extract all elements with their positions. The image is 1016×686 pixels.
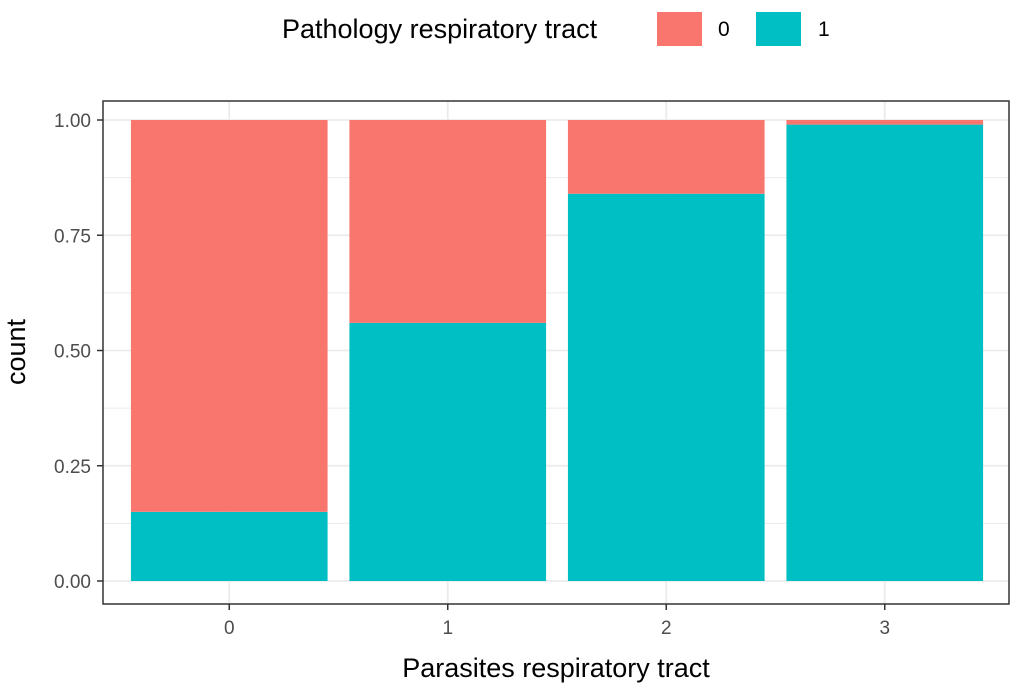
y-tick-label-3: 0.75 [54,226,91,247]
plot-panel-border [102,100,1010,605]
y-tick-label-0: 0.00 [54,572,91,593]
x-axis: 0 1 2 3 [224,604,890,639]
bar-3-series-1 [786,124,984,582]
x-axis-title: Parasites respiratory tract [402,653,710,683]
bars [130,120,984,582]
legend-label-1: 1 [818,18,830,41]
legend-title: Pathology respiratory tract [282,14,598,44]
y-axis: 0.00 0.25 0.50 0.75 1.00 [54,111,103,593]
x-tick-label-1: 1 [442,618,453,639]
y-tick-label-2: 0.50 [54,342,91,363]
bar-2-series-0 [567,120,765,194]
y-tick-label-1: 0.25 [54,457,91,478]
bar-1-series-1 [349,322,547,581]
bar-0-series-1 [130,511,328,581]
x-tick-label-0: 0 [224,618,235,639]
x-tick-label-2: 2 [661,618,672,639]
legend: Pathology respiratory tract 0 1 [282,12,830,46]
legend-swatch-0 [657,12,702,46]
bar-0-series-0 [130,120,328,512]
y-tick-label-4: 1.00 [54,111,91,132]
y-axis-title: count [1,318,31,385]
legend-swatch-1 [756,12,801,46]
x-tick-label-3: 3 [879,618,890,639]
bar-1-series-0 [349,120,547,323]
bar-3-series-0 [786,120,984,125]
bar-2-series-1 [567,193,765,581]
legend-label-0: 0 [718,18,730,41]
